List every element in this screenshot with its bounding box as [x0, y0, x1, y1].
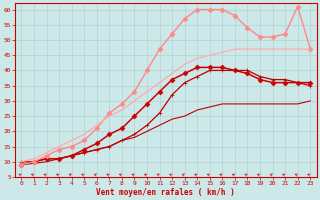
X-axis label: Vent moyen/en rafales ( km/h ): Vent moyen/en rafales ( km/h )	[96, 188, 235, 197]
